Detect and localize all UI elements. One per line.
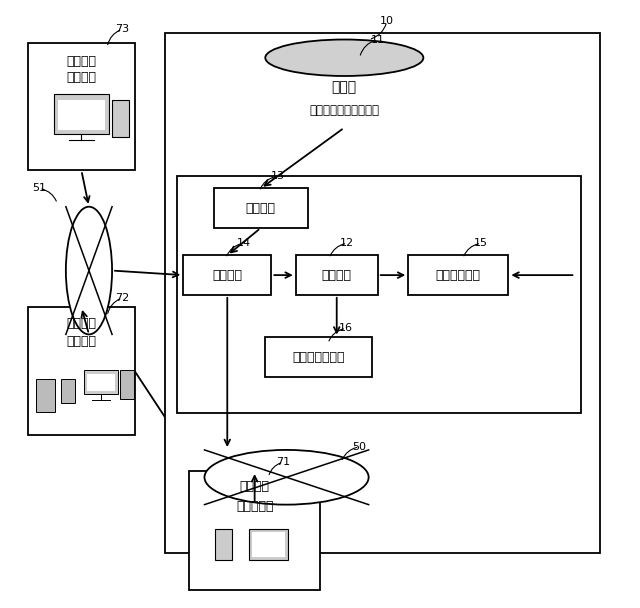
- Bar: [177, 176, 582, 413]
- Text: 外部端末: 外部端末: [67, 55, 97, 68]
- Bar: [165, 33, 600, 553]
- Bar: [265, 337, 372, 377]
- Bar: [36, 379, 55, 412]
- Text: 13: 13: [271, 171, 284, 181]
- Text: 出力手段: 出力手段: [246, 202, 276, 215]
- Text: 73: 73: [115, 24, 129, 34]
- Text: 14: 14: [237, 238, 251, 248]
- Text: 12: 12: [340, 238, 355, 248]
- Text: 届出者端末: 届出者端末: [236, 500, 273, 513]
- Bar: [120, 370, 134, 399]
- Text: 暗号生成手段: 暗号生成手段: [436, 269, 481, 282]
- Ellipse shape: [266, 109, 424, 146]
- Bar: [296, 255, 378, 295]
- Bar: [61, 379, 75, 403]
- Text: 71: 71: [276, 457, 291, 467]
- Bar: [248, 529, 288, 559]
- Text: 15: 15: [474, 238, 488, 248]
- Bar: [54, 94, 109, 134]
- Text: 受付端末: 受付端末: [67, 335, 97, 348]
- Ellipse shape: [66, 207, 112, 334]
- FancyBboxPatch shape: [266, 58, 424, 128]
- Text: 16: 16: [339, 323, 353, 333]
- Ellipse shape: [266, 40, 424, 76]
- Bar: [214, 188, 308, 228]
- Ellipse shape: [205, 450, 369, 505]
- Bar: [183, 255, 271, 295]
- Text: 入力手段: 入力手段: [322, 269, 352, 282]
- Bar: [58, 100, 105, 130]
- Bar: [252, 532, 285, 556]
- Text: 11: 11: [371, 35, 385, 44]
- Bar: [112, 100, 129, 137]
- Bar: [28, 43, 134, 170]
- Bar: [28, 307, 134, 435]
- Text: 届出書生成手段: 届出書生成手段: [292, 351, 345, 364]
- Text: 外部端末: 外部端末: [67, 317, 97, 330]
- Bar: [215, 529, 232, 559]
- Text: 72: 72: [115, 293, 129, 303]
- Text: 50: 50: [353, 442, 367, 452]
- Bar: [84, 370, 118, 394]
- Text: 51: 51: [32, 184, 46, 193]
- Bar: [87, 374, 115, 391]
- Bar: [408, 255, 509, 295]
- Text: 通信手段: 通信手段: [212, 269, 243, 282]
- Text: 記憶部: 記憶部: [332, 80, 357, 94]
- Text: 10: 10: [380, 16, 394, 26]
- Text: ・届出書フォーマット: ・届出書フォーマット: [309, 104, 380, 117]
- Text: 外部端末: 外部端末: [239, 480, 269, 493]
- Text: 窓口端末: 窓口端末: [67, 71, 97, 83]
- Bar: [189, 471, 320, 590]
